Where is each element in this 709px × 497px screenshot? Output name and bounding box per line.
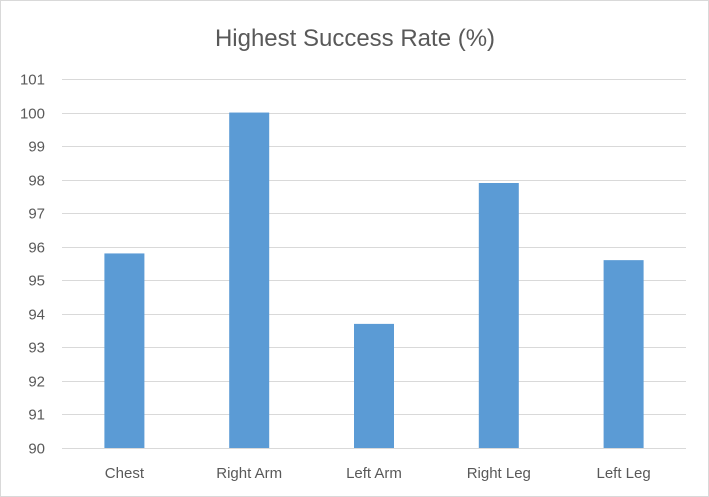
bar-left-leg — [603, 260, 644, 448]
y-tick-label: 94 — [28, 307, 45, 324]
bars — [104, 112, 644, 448]
y-tick-label: 90 — [28, 441, 45, 458]
y-tick-label: 95 — [28, 273, 45, 290]
y-axis-ticks: 90 91 92 93 94 95 96 97 98 99 100 101 — [20, 72, 45, 458]
gridlines — [62, 79, 686, 449]
y-tick-label: 97 — [28, 206, 45, 223]
bar-right-leg — [478, 182, 519, 448]
x-tick-label: Right Arm — [216, 465, 282, 482]
y-tick-label: 98 — [28, 173, 45, 190]
bar-chest — [104, 253, 145, 448]
bar-left-arm — [354, 323, 394, 448]
y-tick-label: 93 — [28, 340, 45, 357]
y-tick-label: 92 — [28, 374, 45, 391]
y-tick-label: 99 — [28, 139, 45, 156]
y-tick-label: 91 — [28, 407, 45, 424]
x-tick-label: Left Arm — [346, 465, 402, 482]
chart-title: Highest Success Rate (%) — [215, 25, 495, 52]
y-tick-label: 101 — [20, 72, 45, 89]
y-tick-label: 96 — [28, 240, 45, 257]
y-tick-label: 100 — [20, 106, 45, 123]
bar-right-arm — [229, 112, 270, 448]
x-tick-label: Chest — [105, 465, 145, 482]
x-tick-label: Right Leg — [467, 465, 531, 482]
x-axis-ticks: Chest Right Arm Left Arm Right Leg Left Leg — [62, 448, 686, 482]
x-tick-label: Left Leg — [596, 465, 650, 482]
